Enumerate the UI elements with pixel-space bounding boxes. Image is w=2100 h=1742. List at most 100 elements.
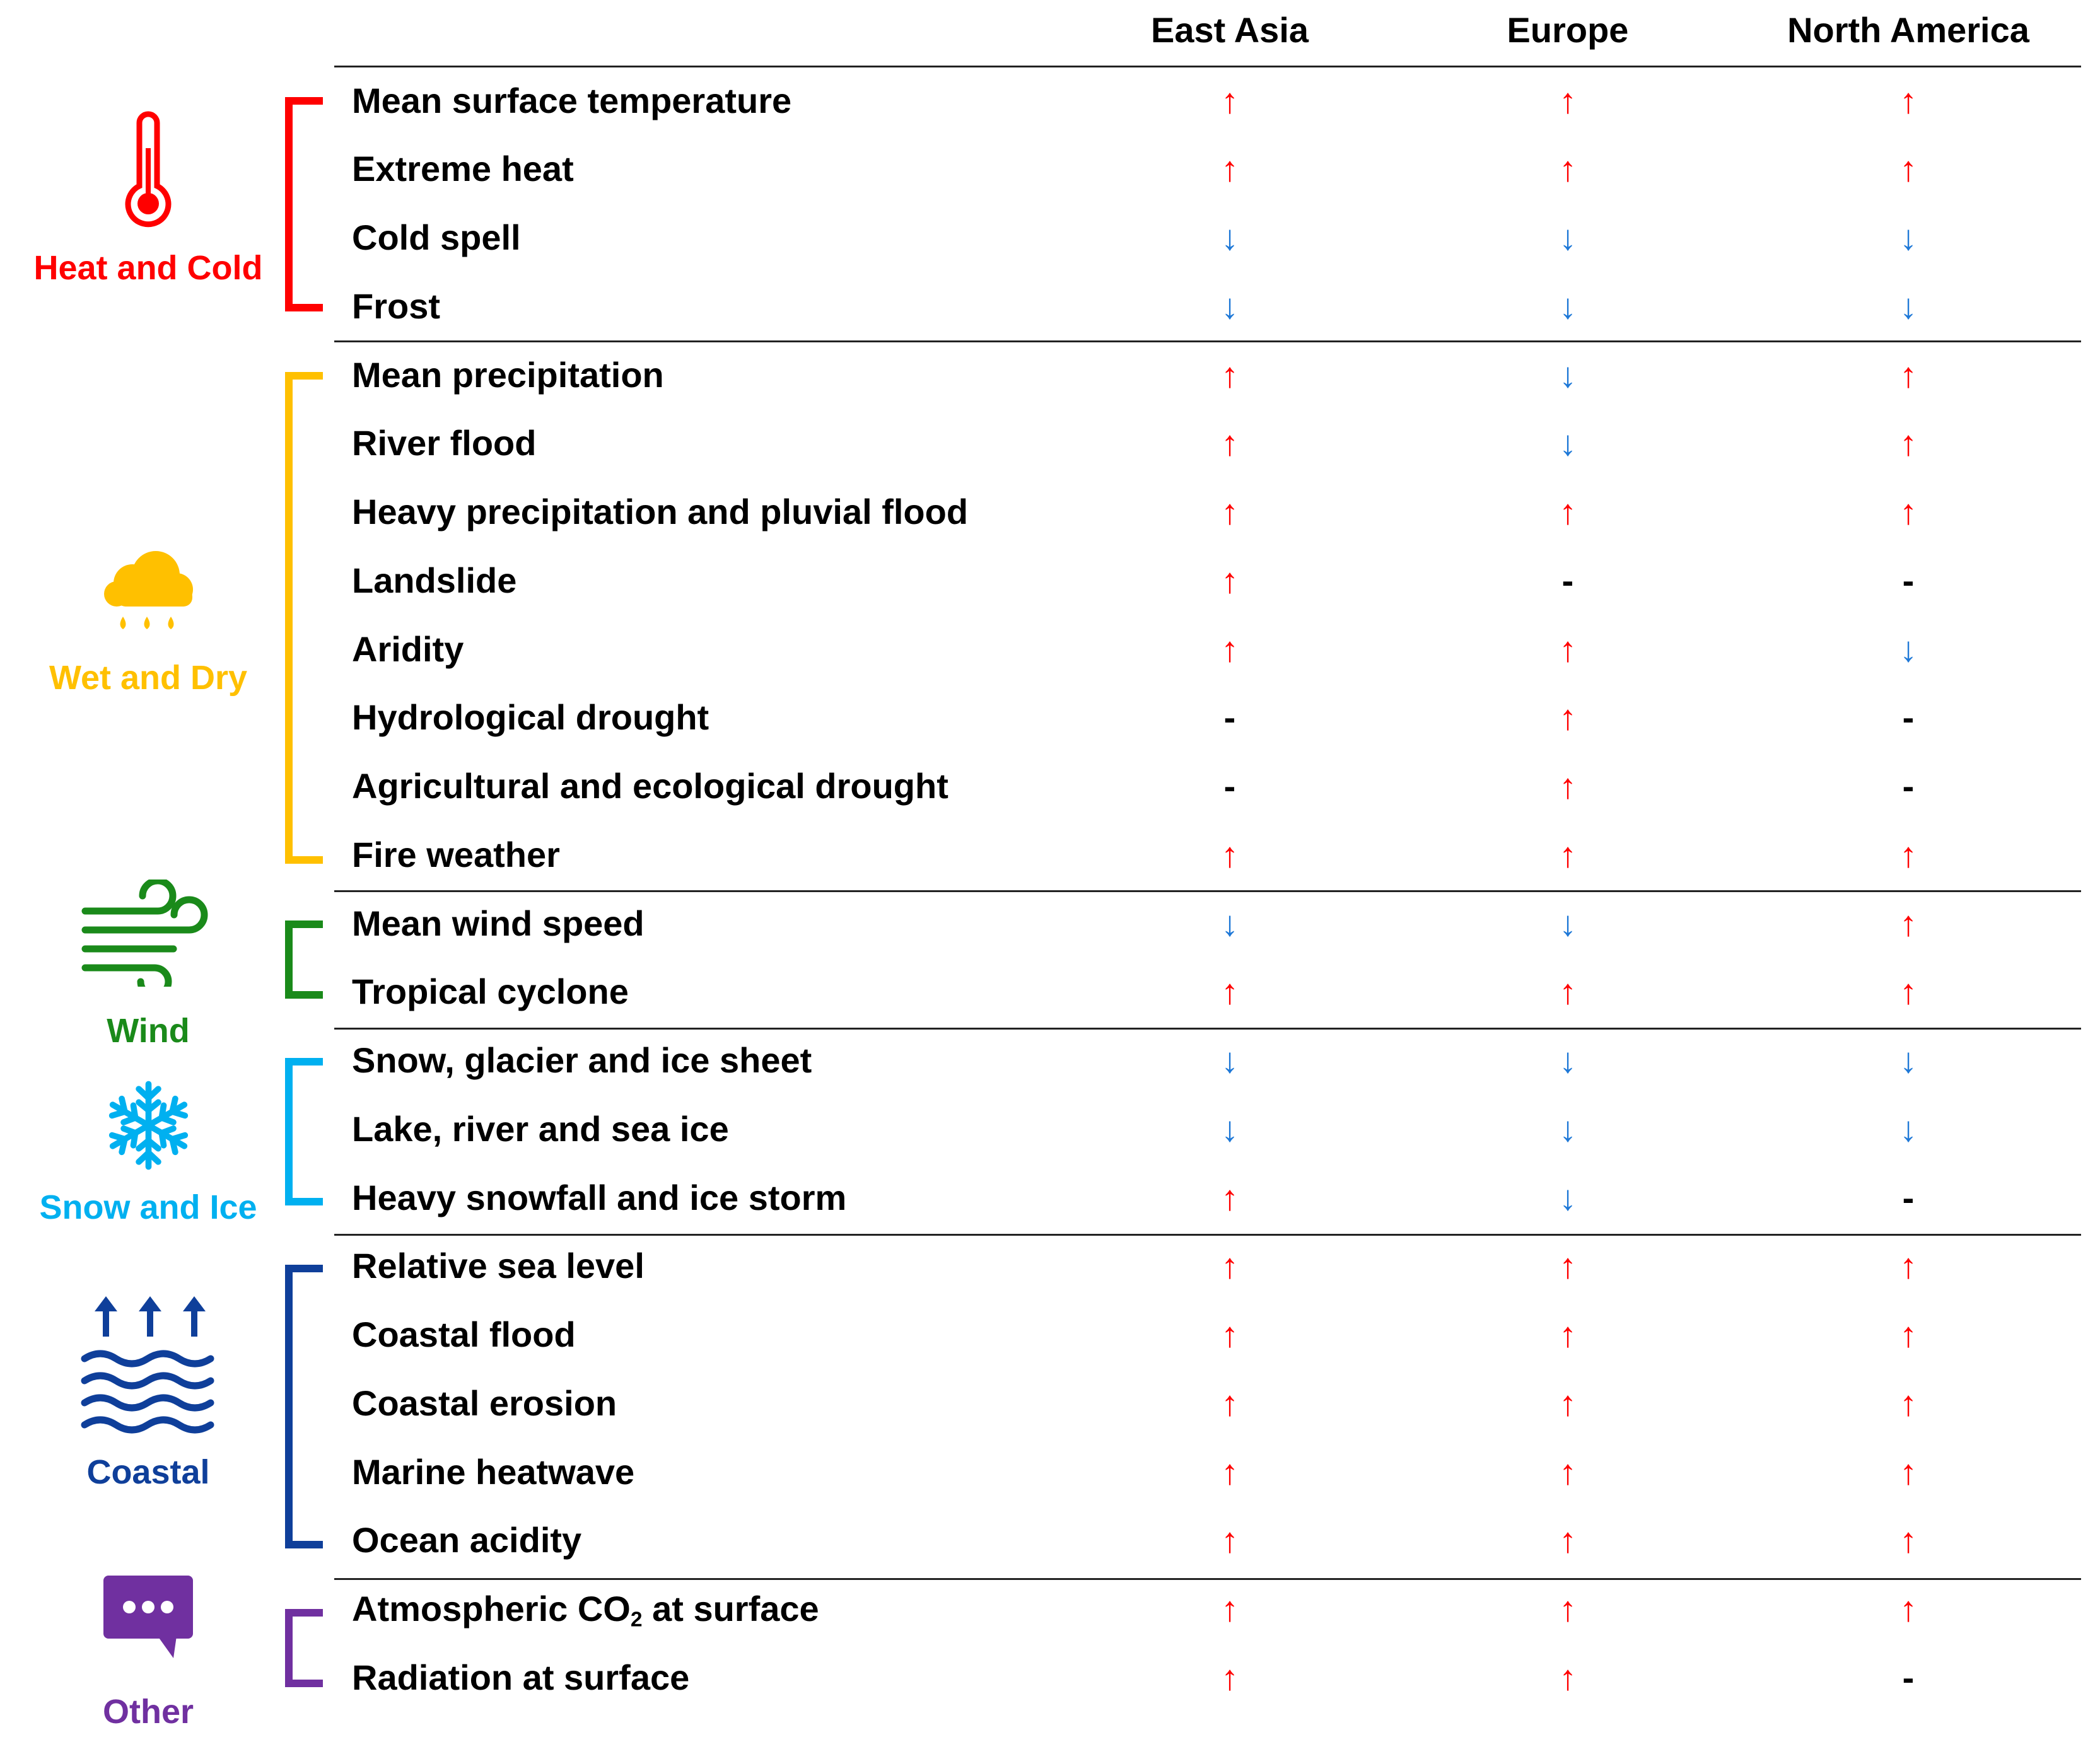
row-label-landslide: Landslide xyxy=(352,560,517,600)
cell-north-america-increase-arrow: ↑ xyxy=(1899,1315,1917,1354)
cell-europe-no-change-dash: - xyxy=(1561,560,1574,600)
column-header-east-asia: East Asia xyxy=(1150,10,1309,50)
cell-europe-decrease-arrow: ↓ xyxy=(1559,1040,1577,1080)
row-label-atmospheric-co2: Atmospheric CO2 at surface xyxy=(352,1591,819,1630)
cell-europe-increase-arrow: ↑ xyxy=(1559,835,1577,874)
cell-east-asia-increase-arrow: ↑ xyxy=(1221,355,1239,395)
cell-europe-increase-arrow: ↑ xyxy=(1559,766,1577,806)
cell-europe-decrease-arrow: ↓ xyxy=(1559,903,1577,943)
column-header-north-america: North America xyxy=(1787,10,2029,50)
category-heat-and-cold: Heat and Cold xyxy=(33,249,263,287)
thermometer-icon xyxy=(125,111,172,228)
row-label-frost: Frost xyxy=(352,286,440,326)
cell-europe-increase-arrow: ↑ xyxy=(1559,81,1577,120)
cell-east-asia-increase-arrow: ↑ xyxy=(1221,492,1239,531)
cell-europe-decrease-arrow: ↓ xyxy=(1559,423,1577,463)
row-label-ocean-acidity: Ocean acidity xyxy=(352,1520,582,1560)
cell-north-america-increase-arrow: ↑ xyxy=(1899,81,1917,120)
cell-europe-increase-arrow: ↑ xyxy=(1559,1589,1577,1629)
cell-north-america-increase-arrow: ↑ xyxy=(1899,355,1917,395)
category-wind: Wind xyxy=(107,1012,190,1050)
co2-label-subscript: 2 xyxy=(630,1608,643,1632)
co2-label-main: Atmospheric CO xyxy=(352,1589,631,1629)
section-divider xyxy=(334,1028,2081,1030)
header-divider xyxy=(334,66,2081,67)
cell-europe-decrease-arrow: ↓ xyxy=(1559,218,1577,257)
cell-east-asia-increase-arrow: ↑ xyxy=(1221,81,1239,120)
cell-east-asia-decrease-arrow: ↓ xyxy=(1221,1040,1239,1080)
co2-label-tail: at surface xyxy=(642,1589,819,1629)
bracket-wet-and-dry xyxy=(285,372,323,864)
cell-east-asia-increase-arrow: ↑ xyxy=(1221,1452,1239,1492)
cell-east-asia-no-change-dash: - xyxy=(1223,697,1236,737)
cell-east-asia-increase-arrow: ↑ xyxy=(1221,1520,1239,1560)
row-label-aridity: Aridity xyxy=(352,629,464,669)
category-wet-and-dry: Wet and Dry xyxy=(49,659,248,697)
cell-east-asia-increase-arrow: ↑ xyxy=(1221,1589,1239,1629)
cell-east-asia-decrease-arrow: ↓ xyxy=(1221,286,1239,326)
cell-east-asia-increase-arrow: ↑ xyxy=(1221,423,1239,463)
cell-north-america-increase-arrow: ↑ xyxy=(1899,972,1917,1011)
row-label-extreme-heat: Extreme heat xyxy=(352,149,574,189)
cell-north-america-decrease-arrow: ↓ xyxy=(1899,1109,1917,1149)
cell-east-asia-decrease-arrow: ↓ xyxy=(1221,1109,1239,1149)
category-snow-and-ice: Snow and Ice xyxy=(39,1188,257,1226)
cell-east-asia-increase-arrow: ↑ xyxy=(1221,560,1239,600)
cell-north-america-no-change-dash: - xyxy=(1902,766,1915,806)
cell-north-america-increase-arrow: ↑ xyxy=(1899,492,1917,531)
chat-bubble-icon xyxy=(103,1576,193,1658)
cell-europe-decrease-arrow: ↓ xyxy=(1559,286,1577,326)
row-label-marine-heatwave: Marine heatwave xyxy=(352,1452,635,1492)
cell-europe-increase-arrow: ↑ xyxy=(1559,1315,1577,1354)
category-other: Other xyxy=(102,1693,194,1731)
bracket-coastal xyxy=(285,1265,323,1548)
cell-north-america-increase-arrow: ↑ xyxy=(1899,149,1917,189)
cell-north-america-decrease-arrow: ↓ xyxy=(1899,218,1917,257)
cell-east-asia-increase-arrow: ↑ xyxy=(1221,629,1239,669)
row-label-heavy-precipitation: Heavy precipitation and pluvial flood xyxy=(352,492,969,531)
bracket-other xyxy=(285,1609,323,1687)
row-label-tropical-cyclone: Tropical cyclone xyxy=(352,972,629,1011)
cell-north-america-decrease-arrow: ↓ xyxy=(1899,1040,1917,1080)
cell-north-america-no-change-dash: - xyxy=(1902,560,1915,600)
cell-north-america-increase-arrow: ↑ xyxy=(1899,835,1917,874)
category-coastal: Coastal xyxy=(86,1453,210,1491)
cell-north-america-increase-arrow: ↑ xyxy=(1899,1589,1917,1629)
cell-europe-increase-arrow: ↑ xyxy=(1559,1452,1577,1492)
cell-europe-increase-arrow: ↑ xyxy=(1559,1658,1577,1697)
bracket-snow-and-ice xyxy=(285,1058,323,1205)
cell-europe-decrease-arrow: ↓ xyxy=(1559,1178,1577,1217)
cell-east-asia-increase-arrow: ↑ xyxy=(1221,1315,1239,1354)
row-label-radiation-at-surface: Radiation at surface xyxy=(352,1658,690,1697)
cell-east-asia-increase-arrow: ↑ xyxy=(1221,1383,1239,1423)
cell-east-asia-increase-arrow: ↑ xyxy=(1221,835,1239,874)
snowflake-icon xyxy=(106,1081,191,1173)
rain-cloud-icon xyxy=(104,551,193,629)
row-label-cold-spell: Cold spell xyxy=(352,218,521,257)
sea-level-rise-icon xyxy=(81,1296,214,1434)
cell-north-america-increase-arrow: ↑ xyxy=(1899,423,1917,463)
cell-north-america-decrease-arrow: ↓ xyxy=(1899,629,1917,669)
row-label-coastal-erosion: Coastal erosion xyxy=(352,1383,617,1423)
cell-europe-increase-arrow: ↑ xyxy=(1559,697,1577,737)
cell-east-asia-increase-arrow: ↑ xyxy=(1221,1178,1239,1217)
bracket-heat-and-cold xyxy=(285,97,323,311)
cell-europe-increase-arrow: ↑ xyxy=(1559,1520,1577,1560)
cell-europe-decrease-arrow: ↓ xyxy=(1559,355,1577,395)
row-label-agricultural-drought: Agricultural and ecological drought xyxy=(352,766,948,806)
wind-icon xyxy=(81,880,208,987)
cell-east-asia-increase-arrow: ↑ xyxy=(1221,1246,1239,1286)
row-label-mean-surface-temperature: Mean surface temperature xyxy=(352,81,792,120)
row-label-hydrological-drought: Hydrological drought xyxy=(352,697,709,737)
cell-europe-increase-arrow: ↑ xyxy=(1559,629,1577,669)
cell-europe-increase-arrow: ↑ xyxy=(1559,492,1577,531)
cell-east-asia-increase-arrow: ↑ xyxy=(1221,972,1239,1011)
cell-north-america-no-change-dash: - xyxy=(1902,697,1915,737)
cell-europe-increase-arrow: ↑ xyxy=(1559,972,1577,1011)
row-label-snow-glacier-ice-sheet: Snow, glacier and ice sheet xyxy=(352,1040,812,1080)
row-label-lake-river-sea-ice: Lake, river and sea ice xyxy=(352,1109,729,1149)
cell-east-asia-decrease-arrow: ↓ xyxy=(1221,218,1239,257)
cell-north-america-increase-arrow: ↑ xyxy=(1899,1383,1917,1423)
row-label-mean-wind-speed: Mean wind speed xyxy=(352,903,645,943)
